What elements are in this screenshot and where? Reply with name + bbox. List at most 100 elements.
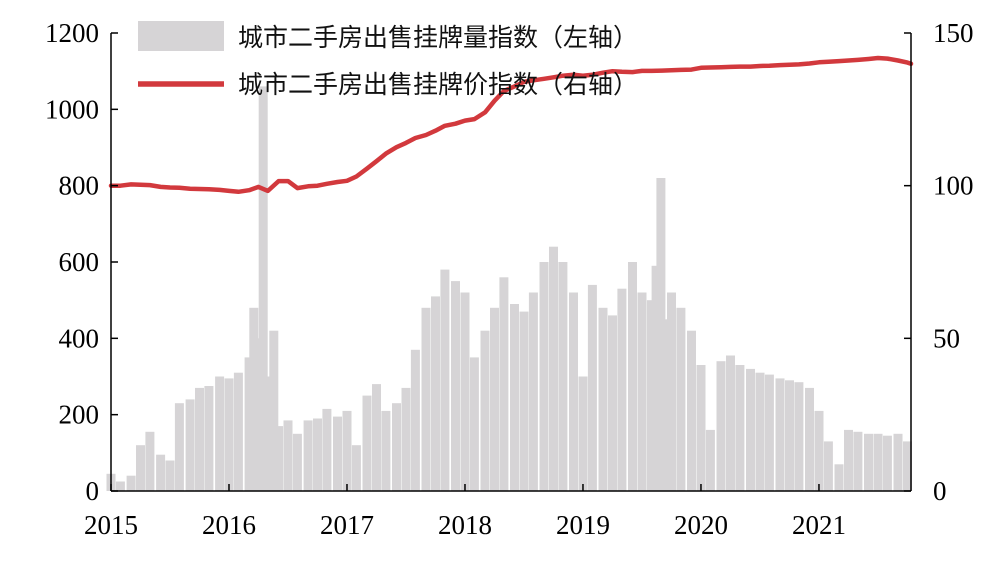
volume-bar: [392, 403, 401, 491]
volume-bar: [893, 433, 903, 492]
volume-bar: [746, 368, 755, 491]
volume-bar: [233, 372, 243, 491]
volume-bar: [587, 284, 597, 491]
volume-bar: [578, 376, 588, 491]
volume-bar: [351, 445, 361, 491]
x-tick-label: 2020: [674, 510, 728, 540]
axes: 0 200 400 600 800 1000 1200 0 50 100 150 2015 2016 20…: [45, 18, 974, 540]
volume-bar: [637, 292, 647, 491]
volume-bar: [244, 357, 254, 491]
left-tick-label: 400: [59, 323, 100, 353]
volume-bar: [598, 307, 608, 491]
volume-bar: [401, 387, 411, 491]
volume-bar: [381, 410, 391, 491]
volume-bar: [667, 292, 676, 491]
x-tick-label: 2017: [320, 510, 374, 540]
volume-bar: [716, 361, 726, 491]
volume-bar: [136, 445, 145, 491]
volume-bar: [224, 378, 234, 491]
volume-bar: [313, 418, 322, 491]
volume-bar: [775, 378, 785, 491]
volume-bar: [254, 338, 263, 491]
left-tick-label: 600: [59, 247, 100, 277]
volume-bar: [460, 292, 470, 491]
volume-bar: [204, 386, 214, 491]
volume-bar: [156, 454, 166, 491]
volume-bar: [844, 429, 853, 491]
volume-bar: [269, 330, 279, 491]
volume-bar: [646, 300, 656, 491]
left-tick-label: 0: [86, 476, 100, 506]
volume-bar: [814, 410, 824, 491]
volume-bar: [882, 435, 892, 491]
volume-bar: [165, 460, 175, 491]
price-line: [108, 55, 914, 195]
volume-bar: [362, 395, 372, 491]
volume-bar: [853, 431, 863, 491]
volume-bar: [528, 292, 538, 491]
volume-bar: [431, 296, 440, 491]
legend-label-price: 城市二手房出售挂牌价指数（右轴）: [238, 70, 638, 99]
legend-swatch-bar: [138, 21, 224, 51]
volume-bar: [696, 365, 706, 491]
volume-bar: [676, 307, 686, 491]
volume-bar: [823, 441, 833, 491]
volume-bar: [834, 464, 844, 491]
volume-bar: [258, 86, 268, 492]
volume-bar: [539, 262, 549, 491]
volume-bar: [735, 365, 745, 491]
volume-bar: [617, 288, 627, 491]
bar-series-listing-volume: [106, 86, 912, 492]
legend-label-volume: 城市二手房出售挂牌量指数（左轴）: [238, 23, 638, 52]
left-tick-label: 1200: [45, 18, 99, 48]
volume-bar: [410, 349, 420, 491]
volume-bar: [805, 387, 814, 491]
volume-bar: [322, 408, 332, 491]
volume-bar: [195, 387, 204, 491]
right-tick-label: 50: [933, 323, 960, 353]
volume-bar: [174, 403, 184, 491]
volume-bar: [903, 441, 912, 491]
volume-bar: [451, 281, 460, 491]
volume-bar: [755, 372, 765, 491]
volume-bar: [115, 481, 125, 491]
volume-bar: [873, 433, 883, 492]
volume-bar: [661, 319, 671, 492]
x-tick-label: 2015: [84, 510, 138, 540]
x-tick-label: 2021: [792, 510, 846, 540]
volume-bar: [499, 277, 509, 491]
volume-bar: [651, 265, 661, 491]
volume-bar: [126, 475, 136, 491]
volume-bar: [145, 431, 155, 491]
volume-bar: [274, 426, 284, 491]
volume-bar: [303, 420, 313, 491]
right-tick-label: 0: [933, 476, 947, 506]
right-tick-label: 100: [933, 171, 974, 201]
volume-bar: [292, 433, 302, 492]
right-tick-label: 150: [933, 18, 974, 48]
volume-bar: [480, 330, 490, 491]
volume-bar: [372, 384, 381, 491]
volume-bar: [283, 420, 293, 491]
volume-bar: [263, 376, 273, 491]
volume-bar: [687, 330, 696, 491]
volume-bar: [656, 178, 666, 491]
volume-bar: [469, 357, 479, 491]
volume-bar: [215, 376, 225, 491]
volume-bar: [440, 269, 450, 491]
volume-bar: [558, 262, 568, 491]
volume-bar: [519, 311, 529, 491]
volume-bar: [794, 382, 804, 491]
volume-bar: [333, 416, 342, 491]
volume-bar: [185, 399, 195, 491]
x-tick-label: 2019: [556, 510, 610, 540]
volume-bar: [864, 433, 873, 492]
volume-bar: [490, 307, 499, 491]
x-tick-label: 2016: [202, 510, 256, 540]
volume-bar: [510, 304, 519, 491]
volume-bar: [421, 307, 431, 491]
volume-bar: [764, 374, 774, 491]
volume-bar: [785, 380, 794, 491]
